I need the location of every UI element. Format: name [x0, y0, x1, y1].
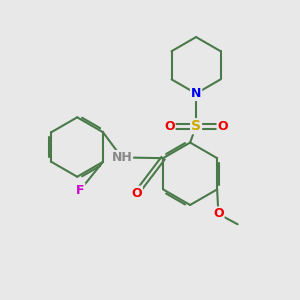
Text: S: S — [191, 119, 201, 133]
Text: O: O — [213, 207, 224, 220]
Text: O: O — [218, 120, 228, 133]
Text: N: N — [191, 87, 201, 100]
Text: O: O — [131, 187, 142, 200]
Text: O: O — [164, 120, 175, 133]
Text: F: F — [76, 184, 84, 196]
Text: NH: NH — [111, 151, 132, 164]
